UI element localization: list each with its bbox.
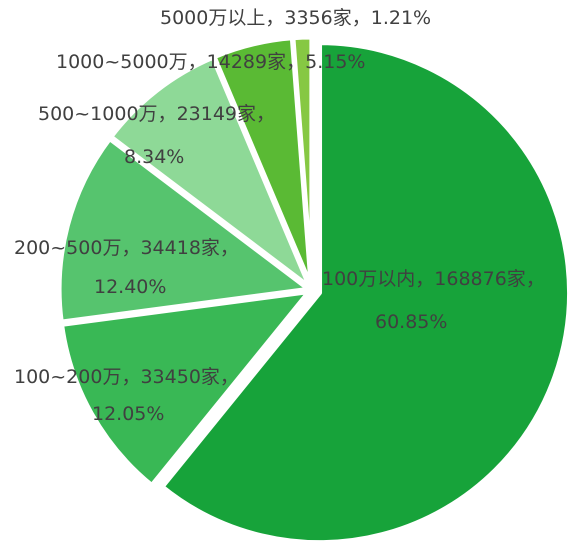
pie-labels: 100万以内，168876家， 60.85% 100~200万，33450家， … (14, 7, 551, 425)
pie-slice-3 (108, 54, 313, 291)
pie-slices (56, 34, 572, 546)
pie-slice-2 (56, 136, 312, 325)
pie-slice-0 (159, 40, 572, 546)
pie-slice-1 (59, 288, 312, 489)
label-slice-3: 500~1000万，23149家， 8.34% (38, 103, 281, 168)
label-slice-5: 5000万以上，3356家，1.21% (160, 7, 431, 29)
label-slice-1: 100~200万，33450家， 12.05% (14, 366, 245, 425)
label-slice-2: 200~500万，34418家， 12.40% (14, 237, 245, 298)
label-slice-4: 1000~5000万，14289家，5.15% (56, 51, 365, 73)
label-slice-0: 100万以内，168876家， 60.85% (322, 268, 551, 333)
pie-slice-5 (290, 34, 315, 290)
